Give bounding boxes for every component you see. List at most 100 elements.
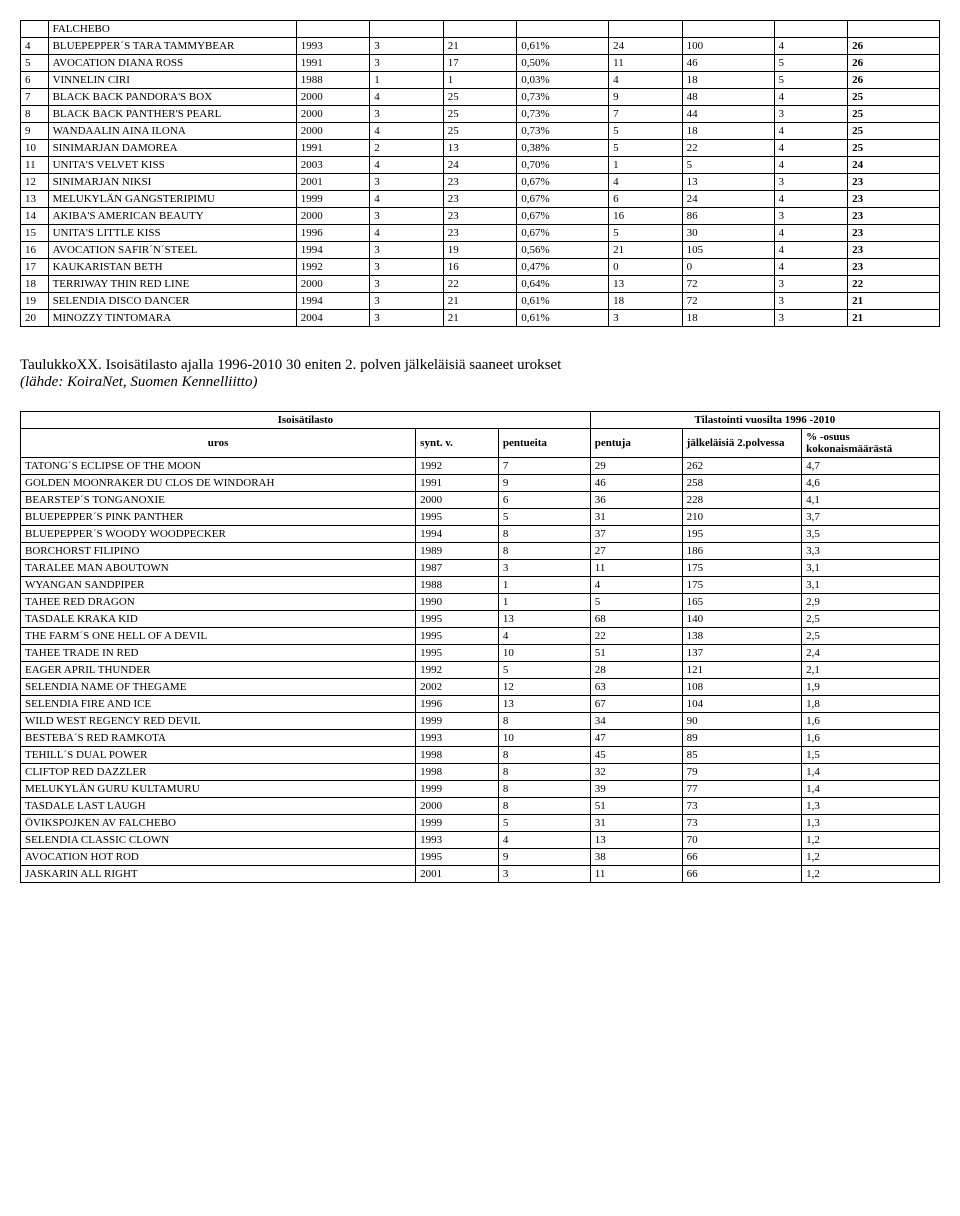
cell: 1992 xyxy=(416,458,499,475)
cell: 5 xyxy=(609,225,683,242)
cell: 3,1 xyxy=(802,577,940,594)
cell: 25 xyxy=(443,89,517,106)
cell: CLIFTOP RED DAZZLER xyxy=(21,764,416,781)
cell: 25 xyxy=(443,106,517,123)
cell: 29 xyxy=(590,458,682,475)
cell: 11 xyxy=(609,55,683,72)
cell: 0,67% xyxy=(517,208,609,225)
cell: 0,67% xyxy=(517,225,609,242)
cell: TASDALE LAST LAUGH xyxy=(21,798,416,815)
table-row: EAGER APRIL THUNDER19925281212,1 xyxy=(21,662,940,679)
cell: 1999 xyxy=(416,815,499,832)
cell: 47 xyxy=(590,730,682,747)
cell: 10 xyxy=(498,645,590,662)
cell: 1,8 xyxy=(802,696,940,713)
cell: WILD WEST REGENCY RED DEVIL xyxy=(21,713,416,730)
cell: 8 xyxy=(21,106,49,123)
cell: 3,7 xyxy=(802,509,940,526)
cell: 1999 xyxy=(416,713,499,730)
cell: 108 xyxy=(682,679,801,696)
cell: 1,4 xyxy=(802,764,940,781)
cell: 23 xyxy=(848,208,940,225)
cell xyxy=(370,21,444,38)
cell: 5 xyxy=(774,55,848,72)
cell: 2000 xyxy=(416,798,499,815)
cell: 4 xyxy=(498,628,590,645)
cell: 4 xyxy=(774,38,848,55)
cell: 14 xyxy=(21,208,49,225)
cell: 3 xyxy=(370,106,444,123)
cell: 16 xyxy=(443,259,517,276)
cell: 1990 xyxy=(416,594,499,611)
table-row: TEHILL´S DUAL POWER1998845851,5 xyxy=(21,747,940,764)
cell: 5 xyxy=(609,140,683,157)
table-row: MELUKYLÄN GURU KULTAMURU1999839771,4 xyxy=(21,781,940,798)
cell: 1 xyxy=(498,594,590,611)
cell: 2000 xyxy=(296,276,370,293)
caption-line2: (lähde: KoiraNet, Suomen Kennelliitto) xyxy=(20,374,257,390)
cell: 138 xyxy=(682,628,801,645)
cell: 8 xyxy=(498,526,590,543)
cell: 18 xyxy=(21,276,49,293)
cell: AVOCATION DIANA ROSS xyxy=(48,55,296,72)
table-row: 10SINIMARJAN DAMOREA19912130,38%522425 xyxy=(21,140,940,157)
cell: 8 xyxy=(498,713,590,730)
cell: 12 xyxy=(498,679,590,696)
cell: THE FARM´S ONE HELL OF A DEVIL xyxy=(21,628,416,645)
cell xyxy=(443,21,517,38)
cell: BEARSTEP´S TONGANOXIE xyxy=(21,492,416,509)
cell: UNITA'S LITTLE KISS xyxy=(48,225,296,242)
cell: 1,9 xyxy=(802,679,940,696)
cell: 0,47% xyxy=(517,259,609,276)
cell: 22 xyxy=(443,276,517,293)
table-row: 7BLACK BACK PANDORA'S BOX20004250,73%948… xyxy=(21,89,940,106)
cell: BLACK BACK PANDORA'S BOX xyxy=(48,89,296,106)
cell: 0,61% xyxy=(517,38,609,55)
cell: 1995 xyxy=(416,509,499,526)
cell: 3 xyxy=(370,242,444,259)
cell: SINIMARJAN NIKSI xyxy=(48,174,296,191)
cell: 24 xyxy=(609,38,683,55)
cell: 1995 xyxy=(416,645,499,662)
cell: 3 xyxy=(774,310,848,327)
cell: 27 xyxy=(590,543,682,560)
cell: 25 xyxy=(848,106,940,123)
cell: 3 xyxy=(498,560,590,577)
cell: 13 xyxy=(443,140,517,157)
cell: 3 xyxy=(370,55,444,72)
table-row: 17KAUKARISTAN BETH19923160,47%00423 xyxy=(21,259,940,276)
cell: 1999 xyxy=(296,191,370,208)
cell: 21 xyxy=(443,310,517,327)
cell: 3 xyxy=(370,208,444,225)
cell: 3,3 xyxy=(802,543,940,560)
cell: 2000 xyxy=(416,492,499,509)
cell: 51 xyxy=(590,798,682,815)
t2-col-0: uros xyxy=(21,429,416,458)
cell xyxy=(609,21,683,38)
cell: 46 xyxy=(590,475,682,492)
cell: 0,50% xyxy=(517,55,609,72)
cell: 24 xyxy=(443,157,517,174)
cell: 4 xyxy=(774,157,848,174)
cell: 22 xyxy=(682,140,774,157)
cell: 67 xyxy=(590,696,682,713)
cell: WANDAALIN AINA ILONA xyxy=(48,123,296,140)
cell xyxy=(21,21,49,38)
cell: SELENDIA FIRE AND ICE xyxy=(21,696,416,713)
cell: KAUKARISTAN BETH xyxy=(48,259,296,276)
cell: 2,5 xyxy=(802,611,940,628)
table-row: 8BLACK BACK PANTHER'S PEARL20003250,73%7… xyxy=(21,106,940,123)
cell: 3 xyxy=(370,293,444,310)
cell: 2,1 xyxy=(802,662,940,679)
cell: 1,6 xyxy=(802,713,940,730)
cell: 0 xyxy=(609,259,683,276)
cell: 1996 xyxy=(416,696,499,713)
cell: 19 xyxy=(443,242,517,259)
cell: 2001 xyxy=(416,866,499,883)
cell: 0,73% xyxy=(517,89,609,106)
cell: 4,1 xyxy=(802,492,940,509)
cell: 9 xyxy=(498,849,590,866)
cell: 26 xyxy=(848,72,940,89)
cell: 45 xyxy=(590,747,682,764)
cell: BLUEPEPPER´S PINK PANTHER xyxy=(21,509,416,526)
